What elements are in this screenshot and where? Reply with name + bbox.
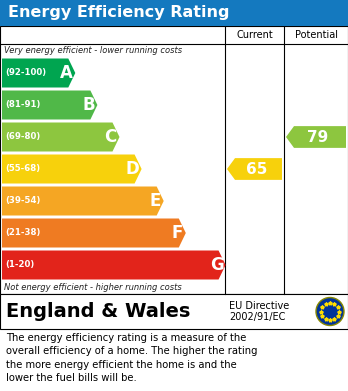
Text: 79: 79 <box>307 129 329 145</box>
Text: E: E <box>149 192 160 210</box>
Text: The energy efficiency rating is a measure of the: The energy efficiency rating is a measur… <box>6 333 246 343</box>
Polygon shape <box>227 158 282 180</box>
Text: overall efficiency of a home. The higher the rating: overall efficiency of a home. The higher… <box>6 346 258 356</box>
Circle shape <box>316 298 344 325</box>
Polygon shape <box>2 154 142 183</box>
Text: Potential: Potential <box>294 30 338 40</box>
Text: (81-91): (81-91) <box>5 100 40 109</box>
Text: the more energy efficient the home is and the: the more energy efficient the home is an… <box>6 360 237 370</box>
Text: 2002/91/EC: 2002/91/EC <box>229 312 285 323</box>
Text: Very energy efficient - lower running costs: Very energy efficient - lower running co… <box>4 46 182 55</box>
Bar <box>0 26 348 294</box>
Polygon shape <box>2 122 119 151</box>
Text: lower the fuel bills will be.: lower the fuel bills will be. <box>6 373 137 383</box>
Text: (55-68): (55-68) <box>5 165 40 174</box>
Text: B: B <box>82 96 95 114</box>
Text: Energy Efficiency Rating: Energy Efficiency Rating <box>8 5 229 20</box>
Text: EU Directive: EU Directive <box>229 301 289 311</box>
Polygon shape <box>2 187 164 215</box>
Text: D: D <box>126 160 140 178</box>
Text: (69-80): (69-80) <box>5 133 40 142</box>
Text: (39-54): (39-54) <box>5 197 40 206</box>
Text: (1-20): (1-20) <box>5 260 34 269</box>
Text: (92-100): (92-100) <box>5 68 46 77</box>
Polygon shape <box>286 126 346 148</box>
Bar <box>0 294 348 329</box>
Polygon shape <box>2 90 97 120</box>
Text: England & Wales: England & Wales <box>6 302 190 321</box>
Text: 65: 65 <box>246 161 267 176</box>
Polygon shape <box>2 219 186 248</box>
Text: Not energy efficient - higher running costs: Not energy efficient - higher running co… <box>4 283 182 292</box>
Polygon shape <box>2 251 226 280</box>
Polygon shape <box>2 59 75 88</box>
Text: F: F <box>171 224 182 242</box>
Text: Current: Current <box>236 30 273 40</box>
Text: C: C <box>104 128 117 146</box>
Text: (21-38): (21-38) <box>5 228 40 237</box>
Bar <box>0 0 348 26</box>
Text: G: G <box>210 256 223 274</box>
Text: A: A <box>60 64 73 82</box>
